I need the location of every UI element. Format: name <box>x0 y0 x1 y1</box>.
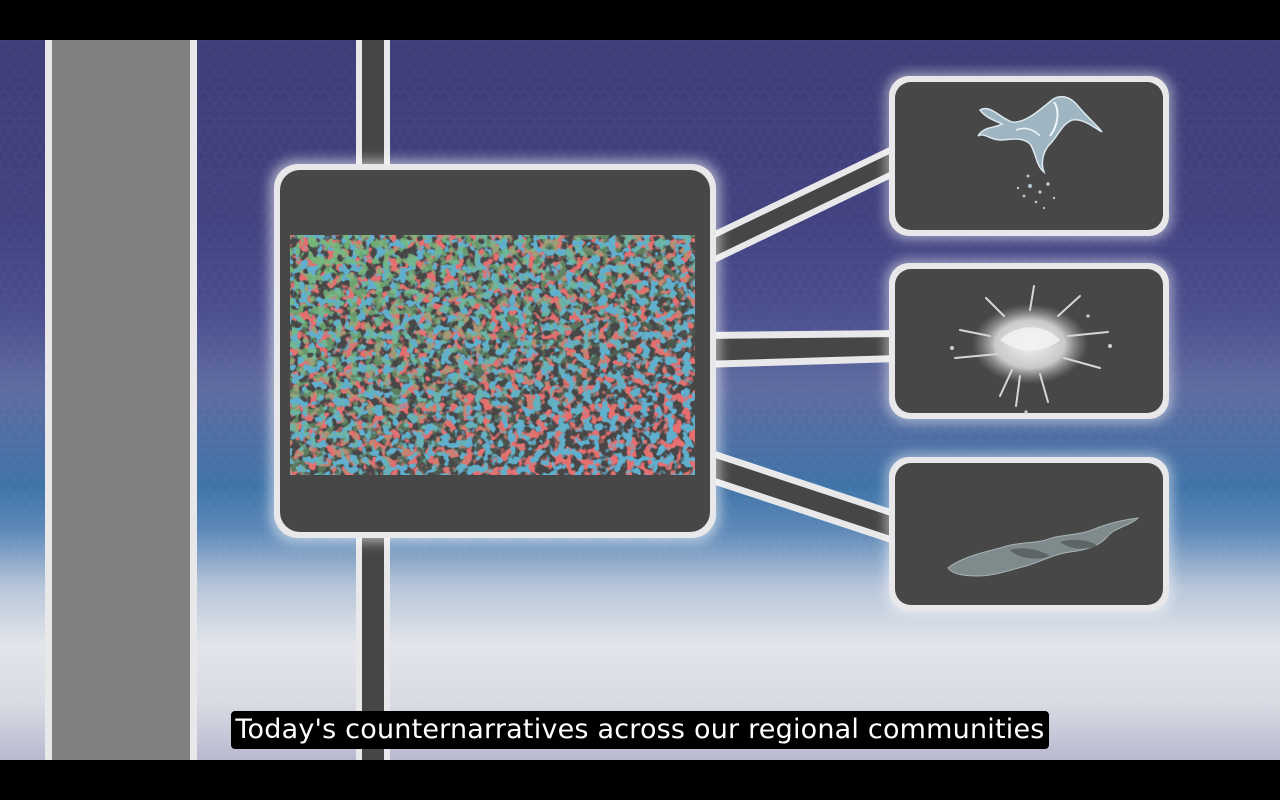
branch-connectors <box>700 142 900 546</box>
noise-texture-panel <box>270 160 720 542</box>
output-panel-water-puddle <box>886 454 1172 614</box>
letterbox-top <box>0 0 1280 40</box>
subtitle-container: Today's counternarratives across our reg… <box>0 711 1280 749</box>
left-column <box>45 40 197 760</box>
animation-scene: Today's counternarratives across our reg… <box>0 40 1280 760</box>
output-panel-liquid-burst <box>886 260 1172 422</box>
letterbox-bottom <box>0 760 1280 800</box>
output-panel-water-splash <box>886 73 1172 239</box>
liquid-burst-image <box>950 285 1112 414</box>
noise-texture <box>290 235 695 475</box>
water-puddle-image <box>947 517 1140 577</box>
water-splash-image <box>977 95 1103 210</box>
subtitle-caption: Today's counternarratives across our reg… <box>231 711 1049 749</box>
